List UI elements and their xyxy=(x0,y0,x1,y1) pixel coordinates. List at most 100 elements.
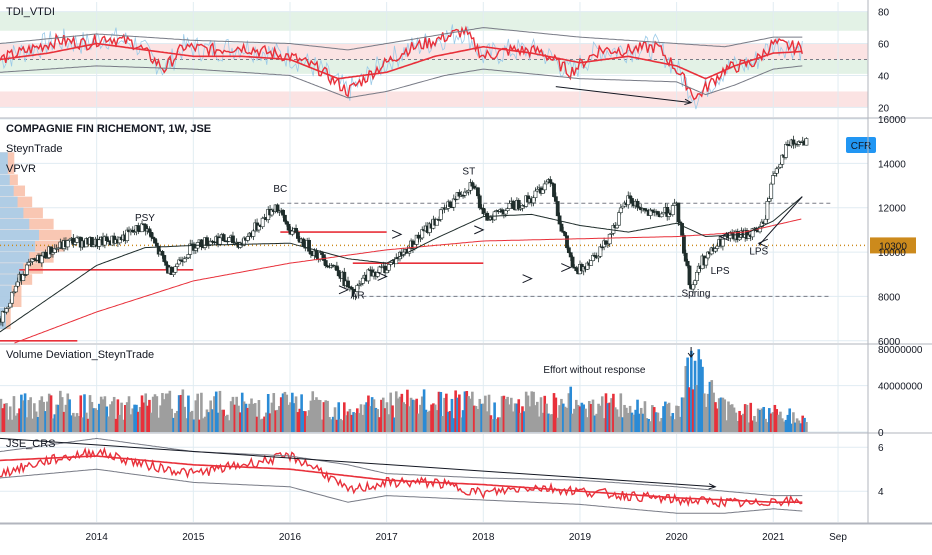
volume-bar xyxy=(495,418,498,432)
volume-bar xyxy=(409,397,413,432)
volume-bar xyxy=(281,393,285,432)
candle-body xyxy=(548,179,553,184)
volume-bar xyxy=(782,421,786,432)
volume-bar xyxy=(703,393,706,432)
candle-body xyxy=(552,183,556,197)
volume-bar xyxy=(83,394,86,432)
volume-bar xyxy=(691,389,695,432)
volume-bar xyxy=(608,402,611,432)
volume-bar xyxy=(793,422,797,432)
volume-bar xyxy=(265,412,268,432)
volume-bar xyxy=(79,395,83,432)
volume-bar xyxy=(729,404,732,432)
volume-bar xyxy=(407,406,411,432)
volume-bar xyxy=(1,408,5,432)
volume-bar xyxy=(311,391,315,432)
pane-price xyxy=(0,118,932,345)
candle-body xyxy=(618,207,623,213)
volume-bar xyxy=(753,415,756,432)
volume-bar xyxy=(350,414,354,432)
candle-body xyxy=(704,257,709,266)
volume-bar xyxy=(656,412,660,432)
volume-bar xyxy=(439,392,443,432)
series-band-upper xyxy=(0,437,803,497)
volume-bar xyxy=(159,405,162,432)
volume-bar xyxy=(586,417,589,432)
candle-body xyxy=(438,209,443,220)
volume-bar xyxy=(85,412,88,432)
candle-body xyxy=(227,237,232,242)
volume-bar xyxy=(135,404,138,432)
spike-marker-arrow xyxy=(687,347,695,358)
overlay-name: VPVR xyxy=(6,163,36,175)
candle-body xyxy=(448,201,452,207)
volume-bar xyxy=(458,394,461,432)
series-ma-long xyxy=(14,218,802,344)
volume-bar xyxy=(786,414,790,432)
wyckoff-label: ST xyxy=(462,166,475,177)
trend-arrow-line xyxy=(555,86,692,104)
volume-bar xyxy=(105,406,109,432)
vp-bar-down xyxy=(0,174,10,186)
vp-bar-down xyxy=(0,263,24,274)
volume-bar xyxy=(278,406,281,432)
volume-bar xyxy=(779,411,782,432)
volume-bar xyxy=(222,409,225,432)
volume-bar xyxy=(604,393,608,432)
volume-bar xyxy=(317,399,320,432)
volume-bar xyxy=(400,393,404,432)
candle-body xyxy=(470,182,475,187)
volume-bar xyxy=(185,418,188,432)
volume-bar xyxy=(174,413,177,432)
volume-bar xyxy=(344,415,348,432)
volume-bar xyxy=(432,403,435,432)
volume-bar xyxy=(276,409,279,432)
volume-bar xyxy=(287,404,290,432)
candle-body xyxy=(275,204,280,212)
volume-bar xyxy=(641,413,645,432)
volume-bar xyxy=(181,389,185,432)
candle-body xyxy=(13,285,18,293)
candle-body xyxy=(737,237,742,241)
candle-body xyxy=(477,195,482,209)
volume-bar xyxy=(513,403,517,432)
candle-body xyxy=(695,272,699,281)
candle-body xyxy=(251,230,256,237)
volume-bar xyxy=(747,422,751,432)
volume-bar xyxy=(213,396,216,432)
candle-body xyxy=(336,270,341,277)
candle-body xyxy=(713,248,718,252)
volume-bar xyxy=(541,412,545,432)
candle-body xyxy=(555,201,560,217)
volume-bar xyxy=(805,422,808,432)
volume-bar xyxy=(704,406,708,432)
candle-body xyxy=(507,203,512,209)
pane-title: Volume Deviation_SteynTrade xyxy=(6,349,154,361)
volume-bar xyxy=(5,403,8,432)
volume-bar xyxy=(322,402,326,432)
candle-body xyxy=(164,261,169,266)
volume-bar xyxy=(261,418,264,432)
volume-bar xyxy=(339,418,342,432)
volume-bar xyxy=(354,412,357,432)
volume-bar xyxy=(511,411,515,432)
volume-bar xyxy=(285,394,289,432)
marker-arrow xyxy=(338,285,350,295)
zone-band xyxy=(0,91,868,108)
candle-body xyxy=(559,223,564,232)
volume-bar xyxy=(461,410,465,432)
candle-body xyxy=(566,247,571,253)
volume-bar xyxy=(665,404,669,432)
volume-bar xyxy=(175,410,179,432)
candle-body xyxy=(607,233,612,245)
volume-bar xyxy=(424,409,428,432)
candle-body xyxy=(25,264,29,275)
volume-bar xyxy=(519,412,522,432)
volume-bar xyxy=(773,404,777,432)
volume-bar xyxy=(419,404,422,432)
candle-body xyxy=(65,240,70,248)
volume-bar xyxy=(721,397,725,432)
y-tick-label: 4 xyxy=(878,487,884,498)
volume-bar xyxy=(751,420,754,432)
volume-bar xyxy=(205,409,209,432)
